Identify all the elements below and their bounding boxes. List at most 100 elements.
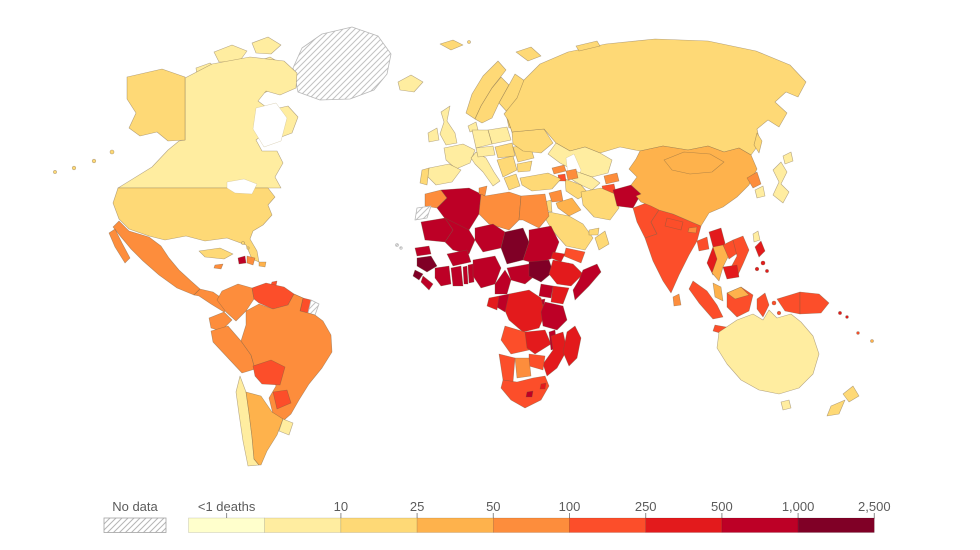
country-argentina[interactable]	[245, 391, 284, 466]
legend-bin-swatch[interactable]	[416, 517, 494, 533]
legend-bin-swatch[interactable]	[264, 517, 342, 533]
country-tanzania[interactable]	[540, 301, 568, 331]
country-botswana[interactable]	[514, 357, 532, 379]
country-canada-island[interactable]	[251, 36, 282, 55]
country-egypt[interactable]	[518, 193, 550, 229]
country-svalbard[interactable]	[439, 39, 464, 51]
country-bhutan[interactable]	[687, 226, 698, 234]
legend-bin-swatch[interactable]	[569, 517, 646, 533]
country-fiji[interactable]	[870, 339, 874, 343]
country-yemen[interactable]	[563, 247, 586, 264]
aleutian-island[interactable]	[91, 158, 97, 164]
country-bahamas[interactable]	[246, 246, 250, 250]
country-jamaica[interactable]	[213, 263, 224, 270]
country-iran[interactable]	[580, 187, 620, 221]
country-spain[interactable]	[426, 163, 462, 186]
country-georgia[interactable]	[551, 164, 567, 175]
country-sri-lanka[interactable]	[672, 293, 682, 307]
country-mexico-baja[interactable]	[108, 228, 131, 264]
country-uruguay[interactable]	[278, 418, 294, 436]
country-canada-island[interactable]	[213, 44, 248, 63]
country-papua-new-guinea[interactable]	[799, 291, 830, 315]
country-ireland[interactable]	[427, 127, 440, 143]
country-malaysia-borneo[interactable]	[726, 286, 750, 300]
country-ethiopia[interactable]	[548, 259, 584, 287]
country-angola[interactable]	[500, 325, 530, 355]
country-india[interactable]	[644, 209, 702, 294]
country-bulgaria[interactable]	[516, 160, 533, 173]
country-uganda[interactable]	[538, 283, 554, 299]
country-malaysia[interactable]	[712, 282, 724, 302]
country-australia[interactable]	[716, 309, 820, 395]
country-taiwan[interactable]	[752, 230, 761, 243]
country-italy[interactable]	[470, 151, 501, 187]
country-vanuatu[interactable]	[856, 331, 860, 335]
country-sierra-leone[interactable]	[412, 269, 424, 281]
country-greenland-no-data[interactable]	[292, 26, 392, 101]
country-new-zealand-north[interactable]	[842, 385, 860, 403]
country-greece[interactable]	[503, 173, 521, 191]
country-china[interactable]	[628, 145, 758, 227]
country-iraq[interactable]	[555, 197, 582, 217]
country-eswatini[interactable]	[539, 382, 547, 390]
country-cameroon[interactable]	[494, 269, 512, 295]
country-uk[interactable]	[439, 105, 458, 146]
country-azerbaijan[interactable]	[565, 168, 579, 181]
country-mongolia[interactable]	[663, 151, 725, 175]
aleutian-island[interactable]	[53, 170, 57, 174]
country-burkina-faso[interactable]	[446, 249, 472, 267]
country-north-korea[interactable]	[746, 171, 762, 189]
country-haiti[interactable]	[237, 255, 247, 265]
country-philippines-island[interactable]	[765, 269, 769, 273]
country-lesotho[interactable]	[525, 390, 534, 398]
country-bahamas[interactable]	[241, 241, 245, 245]
country-liberia[interactable]	[420, 275, 434, 291]
legend-no-data-swatch[interactable]	[103, 517, 167, 533]
country-madagascar[interactable]	[562, 325, 582, 367]
country-cape-verde-no-data[interactable]	[399, 246, 403, 250]
country-japan[interactable]	[772, 161, 790, 204]
aleutian-island[interactable]	[109, 149, 115, 155]
country-france[interactable]	[443, 143, 476, 170]
country-new-zealand-south[interactable]	[826, 399, 846, 417]
country-indonesia-molucca[interactable]	[771, 300, 777, 306]
country-saudi-arabia[interactable]	[544, 211, 594, 251]
country-cape-verde-no-data[interactable]	[395, 243, 399, 247]
country-south-sudan[interactable]	[528, 259, 554, 283]
country-cambodia[interactable]	[722, 264, 740, 280]
country-afghanistan[interactable]	[612, 184, 642, 209]
country-togo[interactable]	[462, 265, 469, 285]
country-indonesia-sulawesi[interactable]	[756, 292, 770, 318]
country-guinea[interactable]	[416, 255, 438, 273]
legend-bin-swatch[interactable]	[645, 517, 723, 533]
country-ivory-coast[interactable]	[434, 265, 452, 287]
country-philippines[interactable]	[754, 240, 766, 258]
country-solomon-islands[interactable]	[845, 315, 849, 319]
country-solomon-islands[interactable]	[838, 311, 842, 315]
aleutian-island[interactable]	[71, 165, 77, 171]
legend-bin-swatch[interactable]	[340, 517, 418, 533]
country-niger[interactable]	[474, 223, 506, 253]
country-turkey[interactable]	[519, 172, 562, 192]
country-uae[interactable]	[588, 227, 600, 236]
legend-bin-swatch[interactable]	[797, 517, 875, 533]
country-libya[interactable]	[478, 191, 522, 231]
country-central-europe[interactable]	[475, 145, 496, 158]
legend-bin-swatch[interactable]	[188, 517, 265, 533]
country-svalbard-island[interactable]	[467, 40, 471, 44]
country-western-sahara-no-data[interactable]	[414, 205, 432, 221]
country-somalia[interactable]	[572, 263, 602, 301]
country-balkans[interactable]	[496, 155, 518, 178]
country-portugal[interactable]	[419, 167, 430, 186]
country-south-korea[interactable]	[754, 185, 766, 199]
country-philippines-island[interactable]	[760, 260, 766, 266]
country-russia-arctic-island[interactable]	[575, 40, 601, 52]
country-usa-alaska[interactable]	[126, 68, 186, 142]
country-puerto-rico[interactable]	[258, 261, 267, 268]
country-australia-tasmania[interactable]	[780, 399, 792, 411]
country-japan-hokkaido[interactable]	[782, 151, 794, 165]
country-senegal[interactable]	[414, 245, 432, 257]
country-indonesia-molucca[interactable]	[776, 310, 782, 316]
country-paraguay[interactable]	[272, 389, 292, 410]
country-russia-novaya-zemlya[interactable]	[515, 46, 542, 62]
